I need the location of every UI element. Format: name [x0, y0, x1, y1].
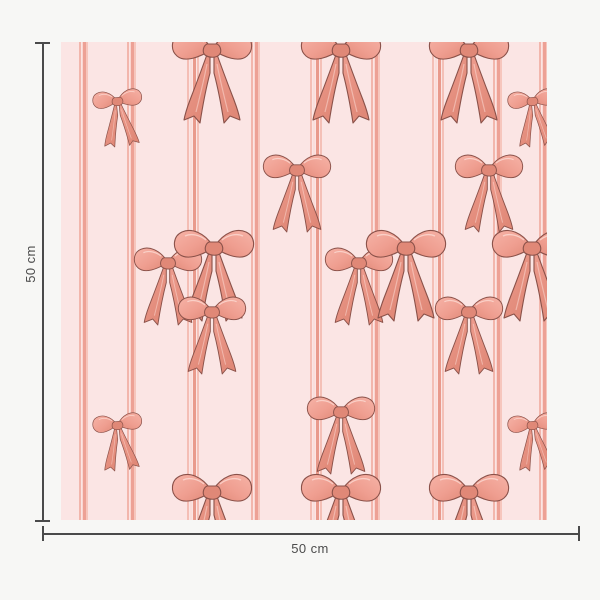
- ribbon-bow-icon: [426, 466, 512, 520]
- ribbon-bow-icon: [89, 82, 149, 152]
- width-dimension-cap-left: [42, 526, 44, 541]
- swatch-background: [61, 42, 547, 520]
- ribbon-bow-icon: [89, 406, 149, 476]
- ribbon-bow-icon: [322, 241, 395, 329]
- height-dimension-line: [42, 42, 44, 521]
- ribbon-bow-icon: [426, 42, 512, 128]
- ribbon-bow-icon: [304, 390, 377, 478]
- ribbon-bow-icon: [504, 406, 547, 476]
- width-dimension-cap-right: [578, 526, 580, 541]
- ribbon-bow-icon: [260, 148, 333, 236]
- height-dimension-cap-top: [35, 42, 50, 44]
- ribbon-bow-icon: [363, 222, 449, 326]
- ribbon-bow-icon: [169, 42, 255, 128]
- ribbon-bow-icon: [298, 42, 384, 128]
- width-dimension-line: [42, 533, 579, 535]
- width-dimension-label: 50 cm: [291, 541, 329, 556]
- ribbon-bow-icon: [169, 466, 255, 520]
- ribbon-bow-icon: [298, 466, 384, 520]
- height-dimension-label: 50 cm: [23, 245, 39, 283]
- wallpaper-swatch-image: [61, 42, 547, 520]
- ribbon-bow-icon: [131, 241, 204, 329]
- height-dimension-cap-bottom: [35, 520, 50, 522]
- ribbon-bow-icon: [504, 82, 547, 152]
- ribbon-bow-icon: [432, 290, 505, 378]
- ribbon-bow-icon: [489, 222, 547, 326]
- ribbon-bow-icon: [175, 290, 248, 378]
- ribbon-bow-icon: [452, 148, 525, 236]
